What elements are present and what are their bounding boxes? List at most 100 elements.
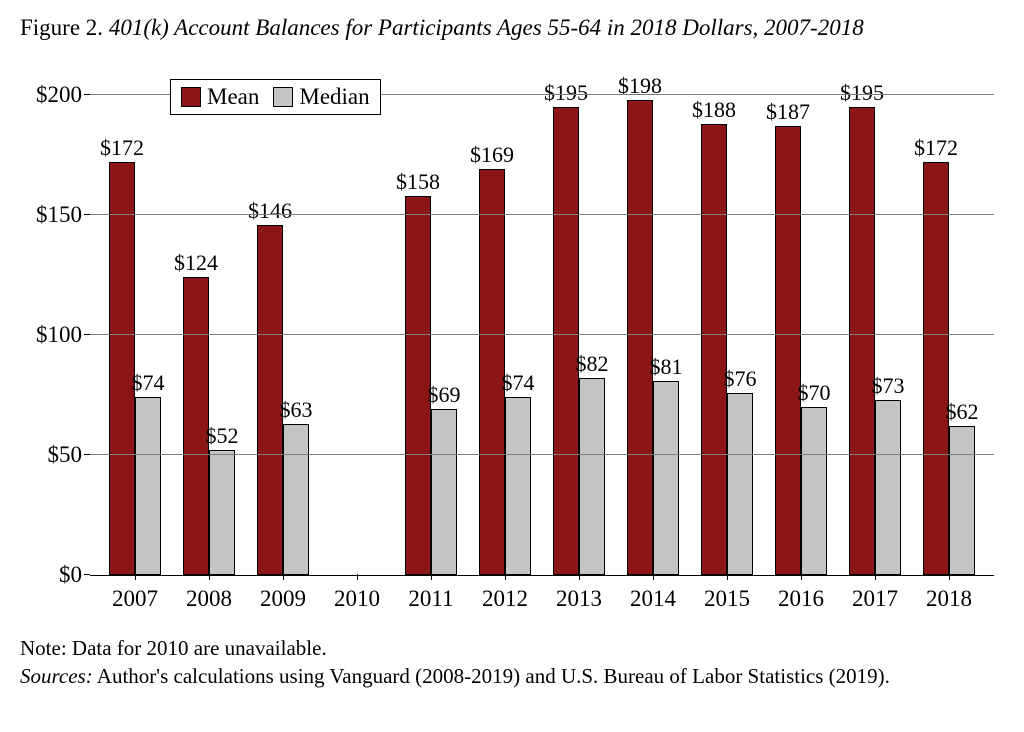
x-tick-label: 2009	[246, 580, 320, 616]
bar-median: $74	[505, 397, 531, 575]
x-tick-label: 2010	[320, 580, 394, 616]
x-tick-label: 2011	[394, 580, 468, 616]
note-line: Note: Data for 2010 are unavailable.	[20, 634, 1004, 662]
x-tick-mark	[801, 574, 802, 580]
bar-mean: $198	[627, 100, 653, 575]
sources-line: Sources: Author's calculations using Van…	[20, 662, 1004, 690]
y-tick-label: $150	[36, 202, 82, 228]
year-group: $124 $52	[172, 71, 246, 575]
bar-mean: $195	[553, 107, 579, 575]
bar-value-label: $158	[396, 169, 440, 195]
x-tick-mark	[653, 574, 654, 580]
bar-value-label: $124	[174, 250, 218, 276]
notes: Note: Data for 2010 are unavailable. Sou…	[20, 634, 1004, 691]
year-group: $187$70	[764, 71, 838, 575]
bar-median: $52	[209, 450, 235, 575]
legend-label-mean: Mean	[207, 84, 259, 110]
y-tick-mark	[84, 334, 90, 335]
year-group: $146 $63	[246, 71, 320, 575]
x-tick-label: 2008	[172, 580, 246, 616]
gridline	[90, 334, 994, 335]
bar-median: $74	[135, 397, 161, 575]
bar-median: $73	[875, 400, 901, 575]
legend-label-median: Median	[299, 84, 369, 110]
bar-value-label: $74	[132, 370, 165, 396]
chart: $172$74$124$52$146$63$158$69$169$74$195$…	[30, 61, 1004, 616]
bar-median: $69	[431, 409, 457, 575]
bar-mean: $172	[923, 162, 949, 575]
year-group: $172$62	[912, 71, 986, 575]
figure-number: Figure 2.	[20, 15, 103, 40]
bar-value-label: $195	[544, 80, 588, 106]
y-tick-label: $0	[59, 562, 82, 588]
bar-value-label: $188	[692, 97, 736, 123]
x-tick-label: 2014	[616, 580, 690, 616]
x-tick-label: 2012	[468, 580, 542, 616]
year-group: $172$74	[98, 71, 172, 575]
bar-value-label: $172	[914, 135, 958, 161]
bar-median: $82	[579, 378, 605, 575]
bar-value-label: $187	[766, 99, 810, 125]
bar-median: $62	[949, 426, 975, 575]
x-tick-mark	[949, 574, 950, 580]
year-group: $158 $69	[394, 71, 468, 575]
swatch-median	[273, 87, 293, 107]
bar-mean: $195	[849, 107, 875, 575]
bar-median: $76	[727, 393, 753, 575]
year-group: $198$81	[616, 71, 690, 575]
legend-item-mean: Mean	[181, 84, 259, 110]
y-tick-mark	[84, 454, 90, 455]
y-tick-mark	[84, 94, 90, 95]
bars-container: $172$74$124$52$146$63$158$69$169$74$195$…	[90, 71, 994, 575]
x-tick-mark	[875, 574, 876, 580]
x-tick-label: 2015	[690, 580, 764, 616]
x-axis-labels: 2007200820092010201120122013201420152016…	[90, 580, 994, 616]
year-group	[320, 71, 394, 575]
y-tick-mark	[84, 214, 90, 215]
bar-median: $70	[801, 407, 827, 575]
x-tick-label: 2016	[764, 580, 838, 616]
figure-title: Figure 2. 401(k) Account Balances for Pa…	[20, 15, 1004, 41]
x-tick-mark	[283, 574, 284, 580]
x-tick-mark	[135, 574, 136, 580]
bar-value-label: $82	[576, 351, 609, 377]
bar-value-label: $52	[206, 423, 239, 449]
bar-value-label: $169	[470, 142, 514, 168]
bar-median: $81	[653, 381, 679, 575]
bar-value-label: $73	[872, 373, 905, 399]
bar-mean: $172	[109, 162, 135, 575]
bar-value-label: $146	[248, 198, 292, 224]
sources-label: Sources:	[20, 664, 93, 688]
bar-value-label: $63	[280, 397, 313, 423]
x-tick-mark	[431, 574, 432, 580]
bar-value-label: $62	[946, 399, 979, 425]
bar-mean: $188	[701, 124, 727, 575]
x-tick-label: 2013	[542, 580, 616, 616]
legend: Mean Median	[170, 79, 381, 115]
plot-area: $172$74$124$52$146$63$158$69$169$74$195$…	[90, 71, 994, 576]
swatch-mean	[181, 87, 201, 107]
gridline	[90, 214, 994, 215]
x-tick-label: 2018	[912, 580, 986, 616]
y-tick-label: $50	[48, 442, 83, 468]
year-group: $195$82	[542, 71, 616, 575]
x-tick-mark	[209, 574, 210, 580]
year-group: $188$76	[690, 71, 764, 575]
x-tick-mark	[579, 574, 580, 580]
bar-value-label: $74	[502, 370, 535, 396]
bar-median: $63	[283, 424, 309, 575]
bar-value-label: $76	[724, 366, 757, 392]
bar-value-label: $195	[840, 80, 884, 106]
x-tick-mark	[357, 574, 358, 580]
gridline	[90, 454, 994, 455]
bar-mean: $187	[775, 126, 801, 575]
x-tick-mark	[727, 574, 728, 580]
year-group: $169 $74	[468, 71, 542, 575]
x-tick-mark	[505, 574, 506, 580]
y-tick-label: $200	[36, 82, 82, 108]
figure-description: 401(k) Account Balances for Participants…	[109, 15, 864, 40]
sources-text: Author's calculations using Vanguard (20…	[97, 664, 890, 688]
y-tick-mark	[84, 574, 90, 575]
note-label: Note:	[20, 636, 67, 660]
y-tick-label: $100	[36, 322, 82, 348]
